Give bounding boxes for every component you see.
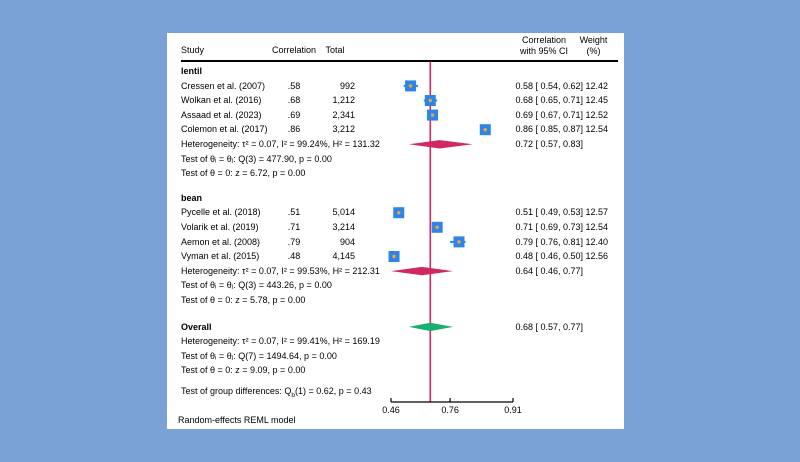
test-text: Test of θᵢ = θⱼ: Q(7) = 1494.64, p = 0.0… [181,350,337,361]
study-label: Wolkan et al. (2016) [181,95,262,106]
text-row: Test of group differences: Qb(1) = 0.62,… [167,384,624,399]
weight-value: 12.54 [585,222,608,232]
ci-value: 0.48 [ 0.46, 0.50] [515,251,583,262]
weight-value: 12.45 [585,95,608,106]
group-diff-test-text: Test of group differences: Qb(1) = 0.62,… [181,386,372,399]
weight-header-line2: (%) [586,46,601,56]
text-row: Heterogeneity: τ² = 0.07, I² = 99.41%, H… [167,334,624,349]
weight-value: 12.52 [585,109,608,120]
ci-value: 0.68 [ 0.65, 0.71] [515,95,583,106]
study-row: Assaad et al. (2023) .69 2,341 0.69 [ 0.67,… [167,108,624,123]
test-text: Test of θ = 0: z = 5.78, p = 0.00 [181,295,306,305]
weight-header-line1: Weight [579,35,608,45]
ci-value: 0.69 [ 0.67, 0.71] [515,109,583,120]
heterogeneity-text: Heterogeneity: τ² = 0.07, I² = 99.24%, H… [181,139,380,149]
total-value: 3,212 [332,124,355,135]
ci-header-line2: with 95% CI [519,46,569,56]
ci-value: 0.51 [ 0.49, 0.53] [515,207,583,218]
column-header-ci: Correlation with 95% CI [505,35,583,57]
group-label-row: bean [167,191,624,206]
column-header-total: Total [325,45,345,55]
weight-value: 12.56 [585,251,608,262]
test-text: Heterogeneity: τ² = 0.07, I² = 99.41%, H… [181,336,380,347]
ci-header-line1: Correlation [521,35,567,45]
correlation-value: .71 [287,222,301,232]
ci-value: 0.71 [ 0.69, 0.73] [515,222,583,232]
study-label: Volarik et al. (2019) [181,222,259,232]
study-row: Pycelle et al. (2018) .51 5,014 0.51 [ 0.49… [167,205,624,220]
column-header-correlation: Correlation [271,45,317,55]
total-value: 5,014 [332,207,355,218]
summary-row: Heterogeneity: τ² = 0.07, I² = 99.53%, H… [167,264,624,279]
group-label: bean [181,192,203,203]
group-label-row: lentil [167,64,624,79]
correlation-value: .51 [287,207,301,218]
ci-value: 0.86 [ 0.85, 0.87] [515,124,583,135]
total-value: 4,145 [332,251,355,262]
group-label: lentil [181,66,203,76]
ci-value: 0.72 [ 0.57, 0.83] [515,139,583,149]
correlation-value: .79 [287,236,301,247]
test-text: Test of θ = 0: z = 6.72, p = 0.00 [181,168,306,179]
correlation-value: .68 [287,95,301,106]
ci-value: 0.64 [ 0.46, 0.77] [515,265,583,276]
text-row: Test of θᵢ = θⱼ: Q(3) = 477.90, p = 0.00 [167,152,624,167]
study-label: Pycelle et al. (2018) [181,207,261,218]
study-row: Wolkan et al. (2016) .68 1,212 0.68 [ 0.65,… [167,93,624,108]
total-value: 1,212 [332,95,355,106]
total-value: 2,341 [332,109,355,120]
forest-rows: lentil Cressen et al. (2007) .58 992 0.58 [ … [167,33,624,429]
summary-row: Heterogeneity: τ² = 0.07, I² = 99.24%, H… [167,137,624,152]
overall-row: Overall 0.68 [ 0.57, 0.77] [167,320,624,335]
weight-value: 12.40 [585,236,608,247]
correlation-value: .48 [287,251,301,262]
correlation-value: .69 [287,109,301,120]
model-note: Random-effects REML model [178,415,296,425]
text-row: Test of θ = 0: z = 5.78, p = 0.00 [167,293,624,308]
test-text: Test of θᵢ = θⱼ: Q(3) = 443.26, p = 0.00 [181,280,332,291]
weight-value: 12.42 [585,80,608,91]
ci-value: 0.58 [ 0.54, 0.62] [515,80,583,91]
study-label: Cressen et al. (2007) [181,80,266,91]
column-header-study: Study [181,45,205,55]
study-label: Vyman et al. (2015) [181,251,260,262]
study-row: Volarik et al. (2019) .71 3,214 0.71 [ 0.69… [167,220,624,235]
subscript-b: b [291,391,296,399]
text-row: Test of θᵢ = θⱼ: Q(3) = 443.26, p = 0.00 [167,278,624,293]
weight-value: 12.57 [585,207,608,218]
text-row: Test of θ = 0: z = 9.09, p = 0.00 [167,363,624,378]
test-text: Test of θᵢ = θⱼ: Q(3) = 477.90, p = 0.00 [181,153,332,164]
weight-value: 12.54 [585,124,608,135]
total-value: 992 [339,80,355,91]
study-label: Aemon et al. (2008) [181,236,261,247]
correlation-value: .86 [287,124,301,135]
study-row: Cressen et al. (2007) .58 992 0.58 [ 0.54, … [167,79,624,94]
ci-value: 0.79 [ 0.76, 0.81] [515,236,583,247]
text-row: Test of θ = 0: z = 6.72, p = 0.00 [167,166,624,181]
header-rule [181,60,618,62]
total-value: 904 [339,236,355,247]
heterogeneity-text: Heterogeneity: τ² = 0.07, I² = 99.53%, H… [181,265,380,276]
overall-label: Overall [181,321,212,332]
study-label: Colemon et al. (2017) [181,124,268,135]
text-row: Test of θᵢ = θⱼ: Q(7) = 1494.64, p = 0.0… [167,349,624,364]
forest-plot-panel: Study Correlation Total Correlation with… [167,33,624,429]
column-header-weight: Weight (%) [571,35,616,57]
study-row: Colemon et al. (2017) .86 3,212 0.86 [ 0.85… [167,122,624,137]
test-text: Test of θ = 0: z = 9.09, p = 0.00 [181,365,306,376]
study-row: Aemon et al. (2008) .79 904 0.79 [ 0.76, 0.… [167,235,624,250]
ci-value: 0.68 [ 0.57, 0.77] [515,321,583,332]
total-value: 3,214 [332,222,355,232]
study-row: Vyman et al. (2015) .48 4,145 0.48 [ 0.46, … [167,249,624,264]
correlation-value: .58 [287,80,301,91]
study-label: Assaad et al. (2023) [181,109,262,120]
